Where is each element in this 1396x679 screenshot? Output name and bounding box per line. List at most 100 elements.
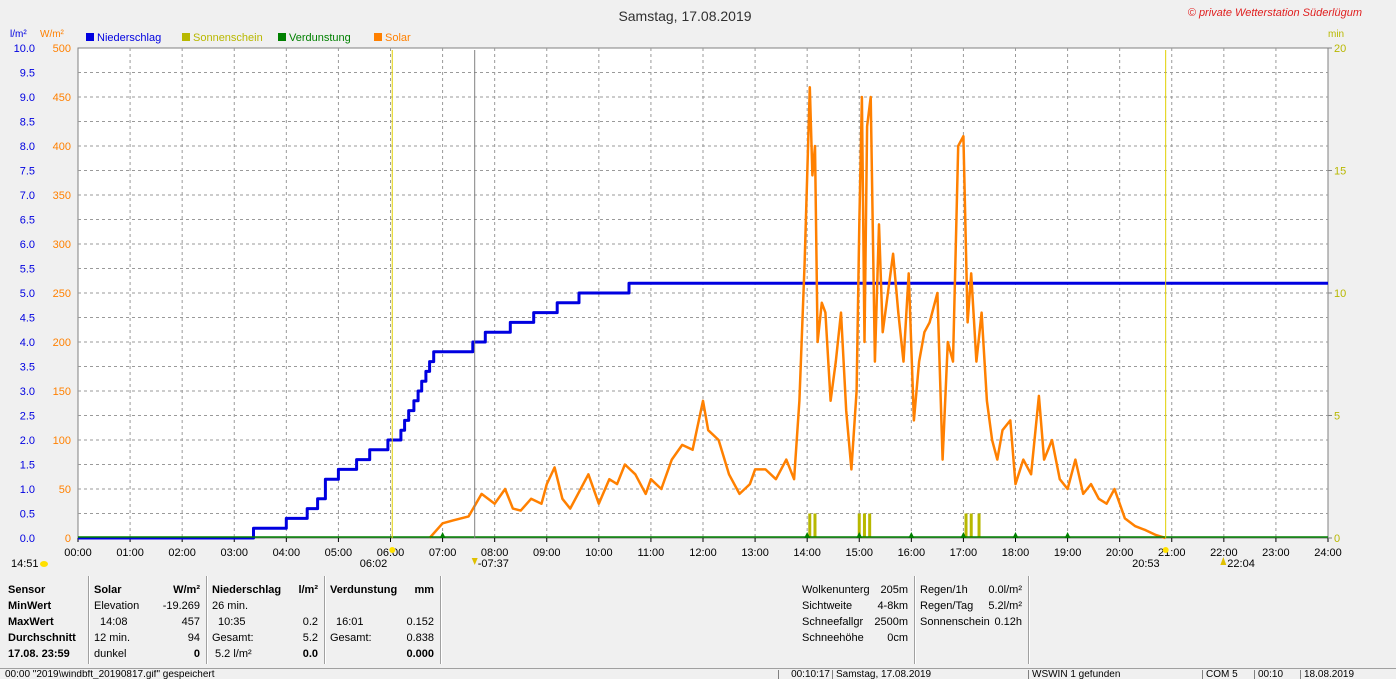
sunshine-bar [868,513,872,538]
solar-min-time: Elevation [94,600,140,612]
rain-tick-label: 6.5 [20,215,35,227]
stats-panel: Sensor MinWert MaxWert Durchschnitt 17.0… [0,574,1396,668]
solar-tick-label: 350 [53,190,71,202]
rain-max-value: 0.2 [302,616,318,628]
solar-current-value: 0 [193,648,200,660]
rain-min-time: 26 min. [212,600,249,612]
sunshine-bar [969,513,973,538]
legend-swatch [182,33,190,41]
solar-tick-label: 400 [53,141,71,153]
solar-max-value: 457 [181,616,200,628]
solar-tick-label: 200 [53,337,71,349]
evap-total-label: Gesamt: [330,632,372,644]
solar-axis-unit: W/m² [40,29,65,40]
x-tick-label: 06:00 [377,547,405,559]
x-tick-label: 19:00 [1054,547,1082,559]
cloud-base-value: 205m [880,584,908,596]
x-tick-label: 23:00 [1262,547,1290,559]
solar-tick-label: 450 [53,92,71,104]
snow-depth-value: 0cm [887,632,908,644]
rain-tick-label: 9.5 [20,68,35,80]
legend-label: Verdunstung [289,32,351,44]
rain-axis-unit: l/m² [10,29,27,40]
sunset-icon [1162,547,1169,553]
rain-tick-label: 1.5 [20,460,35,472]
evap-current-value: 0.000 [406,648,434,660]
rain-current-value: 0.0 [302,648,318,660]
status-port: COM 5 [1202,670,1242,679]
status-date-2: 18.08.2019 [1300,670,1394,679]
solar-max-time: 14:08 [100,616,128,628]
snowline-value: 2500m [874,616,908,628]
solar-tick-label: 300 [53,239,71,251]
x-tick-label: 22:00 [1210,547,1238,559]
x-tick-label: 02:00 [168,547,196,559]
evaporation-column: Verdunstung mm 16:01 0.152 Gesamt: 0.838 0.… [330,582,436,662]
sunshine-value: 0.12h [994,616,1022,628]
rain-1h-label: Regen/1h [920,584,968,596]
sunrise-icon [389,547,396,553]
rain-tick-label: 1.0 [20,484,35,496]
snow-depth-label: Schneehöhe [802,632,864,644]
rain-tick-label: 2.0 [20,435,35,447]
solar-header: Solar [94,584,122,596]
x-tick-label: 09:00 [533,547,561,559]
x-tick-label: 16:00 [898,547,926,559]
daylight-label: -07:37 [478,558,509,570]
status-elapsed: 00:10:17 [778,670,830,679]
solar-current-state: dunkel [94,648,127,660]
x-tick-label: 10:00 [585,547,613,559]
sunshine-label: Sonnenschein [920,616,990,628]
rain-max-time: 10:35 [218,616,246,628]
solar-tick-label: 150 [53,386,71,398]
min-axis-unit: min [1328,29,1344,40]
x-tick-label: 11:00 [638,547,665,559]
rain-current-total: 5.2 l/m² [215,648,252,660]
evap-max-time: 16:01 [336,616,364,628]
x-tick-label: 00:00 [64,547,92,559]
evap-header: Verdunstung [330,584,398,596]
solar-tick-label: 500 [53,43,71,55]
rain-day-label: Regen/Tag [920,600,974,612]
solar-series-line [428,85,1166,540]
moonrise-icon [40,561,48,567]
rain-tick-label: 5.0 [20,288,35,300]
chart-legend: Niederschlag Sonnenschein Verdunstung Solar [86,32,411,44]
rain-1h-value: 0.0l/m² [988,584,1022,596]
durchschnitt-label: Durchschnitt [8,632,76,644]
rain-tick-label: 3.5 [20,362,35,374]
sunshine-bar [813,513,817,538]
rain-tick-label: 8.5 [20,117,35,129]
legend-label: Solar [385,32,411,44]
x-tick-label: 03:00 [220,547,248,559]
solar-tick-label: 0 [65,533,71,545]
legend-swatch [374,33,382,41]
rain-series-line [78,281,1328,540]
rain-header: Niederschlag [212,584,282,596]
status-message: 00:00 "2019\windbft_20190817.gif" gespei… [5,670,215,679]
legend-label: Sonnenschein [193,32,263,44]
rain-tick-label: 2.5 [20,411,35,423]
copyright-label: © private Wetterstation Süderlügum [1188,7,1362,19]
minwert-label: MinWert [8,600,52,612]
x-tick-label: 13:00 [741,547,769,559]
sunset-label: 20:53 [1132,558,1160,570]
snowline-label: Schneefallgr [802,616,864,628]
chart-title: Samstag, 17.08.2019 [618,8,751,24]
solar-tick-label: 250 [53,288,71,300]
visibility-label: Sichtweite [802,600,853,612]
x-tick-label: 12:00 [689,547,717,559]
evap-unit: mm [414,584,434,596]
rain-tick-label: 7.0 [20,190,35,202]
moonset-label: 22:04 [1227,558,1255,570]
current-datetime-label: 17.08. 23:59 [8,648,70,660]
solar-avg-value: 94 [187,632,200,644]
min-tick-label: 0 [1334,533,1340,545]
solar-avg-time: 12 min. [94,632,131,644]
x-tick-label: 21:00 [1158,547,1186,559]
status-device: WSWIN 1 gefunden [1028,670,1202,679]
x-tick-label: 18:00 [1002,547,1030,559]
cloud-info-column: Wolkenunterg 205m Sichtweite 4-8km Schneef… [802,582,910,646]
maxwert-label: MaxWert [8,616,54,628]
x-tick-label: 01:00 [116,547,144,559]
